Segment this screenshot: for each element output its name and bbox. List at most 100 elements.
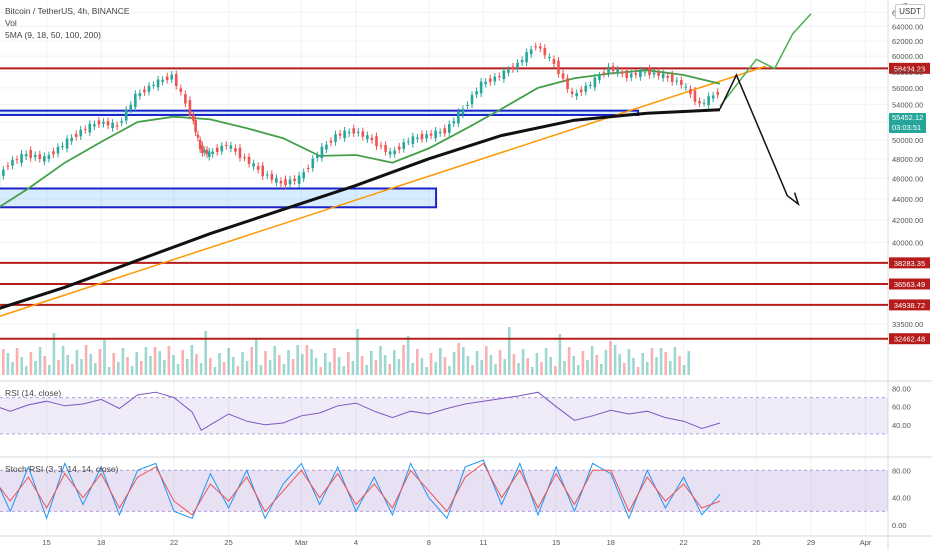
- volume-bar: [16, 348, 19, 375]
- volume-bar: [467, 356, 470, 375]
- candle-body: [316, 155, 319, 158]
- volume-bar: [614, 345, 617, 375]
- currency-selector[interactable]: USDT: [895, 4, 925, 19]
- candle-body: [143, 90, 146, 93]
- volume-bar: [273, 346, 276, 375]
- candle-body: [443, 128, 446, 133]
- volume-bar: [637, 367, 640, 375]
- candle-body: [52, 151, 55, 154]
- volume-bar: [260, 365, 263, 375]
- volume-bar: [402, 345, 405, 375]
- volume-bar: [186, 359, 189, 375]
- volume-bar: [191, 345, 194, 375]
- candle-body: [199, 140, 202, 149]
- candle-body: [548, 57, 551, 58]
- volume-bar: [632, 358, 635, 375]
- volume-bar: [683, 365, 686, 375]
- price-axis-tick: 42000.00: [892, 216, 923, 225]
- candle-body: [512, 66, 515, 69]
- candle-body: [371, 138, 374, 140]
- volume-bar: [218, 353, 221, 375]
- time-axis-tick: 18: [97, 538, 105, 547]
- supply-zone-box: [0, 111, 638, 115]
- candle-body: [484, 82, 487, 84]
- candle-body: [644, 72, 647, 73]
- candle-body: [7, 166, 10, 167]
- time-axis-tick: 8: [427, 538, 431, 547]
- volume-bar: [549, 357, 552, 375]
- candle-body: [184, 94, 187, 103]
- candle-body: [503, 71, 506, 80]
- candle-body: [466, 105, 469, 106]
- candle-body: [448, 124, 451, 133]
- volume-bar: [347, 352, 350, 375]
- candle-body: [630, 74, 633, 78]
- volume-bar: [7, 353, 10, 375]
- candle-body: [243, 157, 246, 158]
- volume-bar: [108, 367, 111, 375]
- bar-countdown: 03:03:51: [892, 123, 923, 133]
- volume-bar: [352, 361, 355, 375]
- volume-bar: [103, 340, 106, 375]
- candle-body: [493, 77, 496, 82]
- candle-body: [275, 178, 278, 183]
- volume-bar: [200, 363, 203, 375]
- candle-body: [325, 145, 328, 150]
- candle-body: [284, 179, 287, 185]
- candle-body: [189, 100, 192, 116]
- candle-body: [79, 130, 82, 137]
- candle-body: [507, 70, 510, 73]
- volume-bar: [11, 362, 14, 375]
- volume-bar: [411, 363, 414, 375]
- time-axis-tick: 22: [679, 538, 687, 547]
- candle-body: [197, 135, 200, 138]
- candle-body: [380, 145, 383, 146]
- candle-body: [192, 115, 195, 121]
- volume-bar: [76, 350, 79, 375]
- volume-bar: [476, 351, 479, 375]
- candle-body: [653, 73, 656, 75]
- candle-body: [625, 70, 628, 78]
- candle-body: [375, 136, 378, 146]
- candle-body: [11, 160, 14, 166]
- volume-bar: [135, 352, 138, 375]
- volume-bar: [292, 359, 295, 375]
- volume-bar: [122, 348, 125, 375]
- volume-bar: [430, 353, 433, 375]
- rsi-axis-tick: 80.00: [892, 385, 911, 394]
- volume-bar: [177, 364, 180, 375]
- candle-body: [698, 101, 701, 103]
- volume-bar: [563, 361, 566, 375]
- candle-body: [457, 112, 460, 124]
- stoch-title: Stoch RSI (3, 3, 14, 14, close): [5, 463, 118, 475]
- volume-bar: [508, 327, 511, 375]
- candle-body: [716, 92, 719, 95]
- volume-bar: [2, 349, 5, 375]
- candle-body: [343, 131, 346, 138]
- volume-bar: [131, 366, 134, 375]
- volume-bar: [559, 334, 562, 375]
- volume-bar: [214, 367, 217, 375]
- volume-bar: [462, 347, 465, 375]
- candle-body: [257, 166, 260, 170]
- volume-bar: [641, 353, 644, 375]
- level-price-tag: 32462.48: [894, 335, 925, 344]
- candle-body: [302, 172, 305, 178]
- candle-body: [157, 80, 160, 88]
- volume-bar: [513, 354, 516, 375]
- chart-legend: Bitcoin / TetherUS, 4h, BINANCE Vol 5MA …: [5, 5, 130, 41]
- volume-bar: [453, 352, 456, 375]
- price-axis-tick: 56000.00: [892, 84, 923, 93]
- candle-body: [48, 155, 51, 159]
- candle-body: [453, 121, 456, 123]
- candle-body: [66, 139, 69, 149]
- candle-body: [362, 131, 365, 136]
- time-axis-tick: 15: [42, 538, 50, 547]
- volume-bar: [287, 350, 290, 375]
- candle-body: [393, 151, 396, 155]
- stoch-band: [0, 470, 888, 511]
- candle-body: [434, 131, 437, 138]
- candle-body: [2, 170, 5, 176]
